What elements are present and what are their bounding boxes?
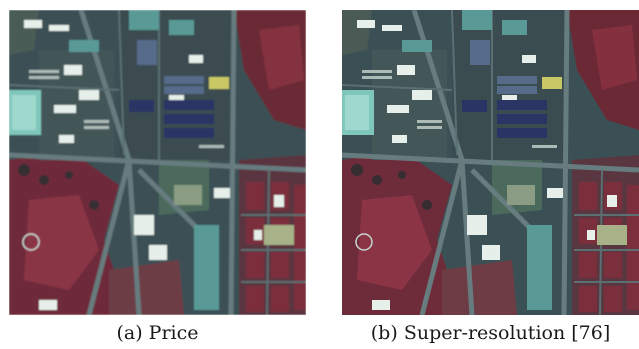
caption-b-label: (b) [370,322,398,344]
satellite-image-price-svg [9,10,306,315]
caption-a-name: Price [148,322,199,344]
satellite-image-price [9,10,306,315]
caption-panel-b: (b) Super-resolution [76] [342,322,639,344]
satellite-image-super-resolution [342,10,639,315]
caption-b-name: Super-resolution [76] [403,322,611,344]
caption-a-label: (a) [116,322,143,344]
caption-panel-a: (a) Price [9,322,306,344]
satellite-image-super-resolution-svg [342,10,639,315]
